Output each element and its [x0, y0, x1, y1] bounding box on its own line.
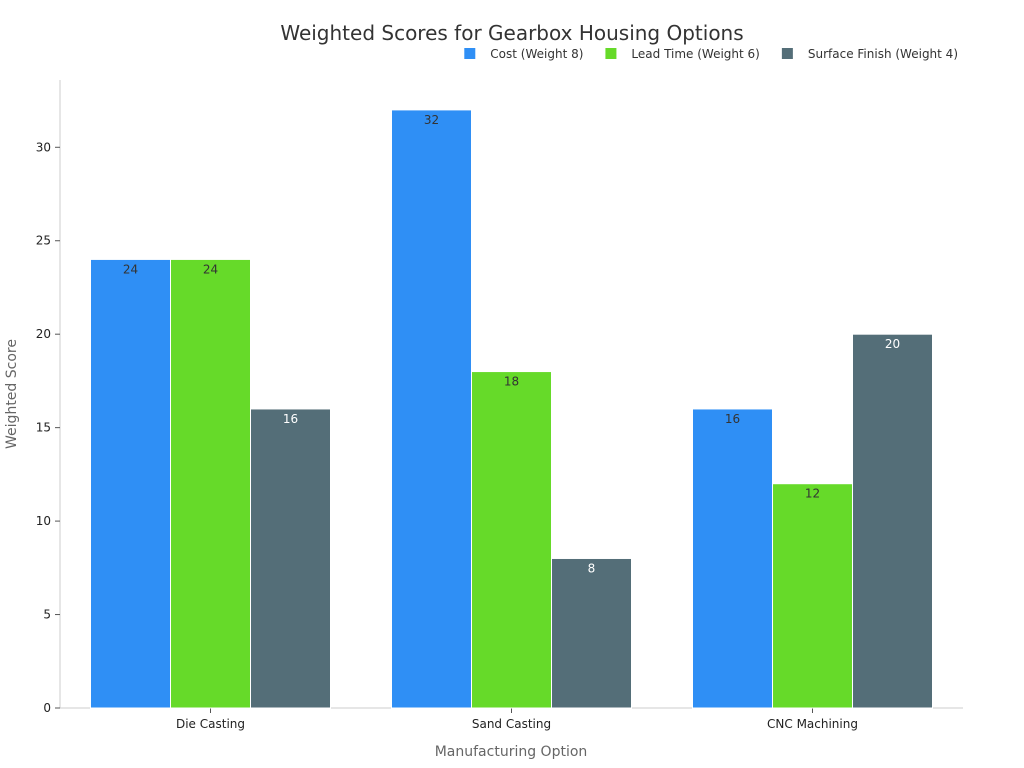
- bar: [692, 408, 773, 709]
- x-tick-label: Sand Casting: [472, 717, 551, 731]
- bar: [90, 258, 171, 709]
- bar-value-label: 18: [504, 375, 519, 389]
- legend-swatch: [781, 48, 793, 59]
- bar-value-label: 24: [203, 262, 218, 276]
- bar: [551, 557, 632, 709]
- legend: Cost (Weight 8) Lead Time (Weight 6) Surfa…: [464, 47, 958, 61]
- legend-item: Lead Time (Weight 6): [605, 47, 760, 61]
- bar-value-label: 8: [588, 561, 596, 575]
- y-tick-label: 10: [36, 514, 51, 528]
- bar-value-label: 16: [283, 412, 298, 426]
- x-axis: Die Casting Sand Casting CNC Machining: [60, 707, 963, 731]
- bar: [170, 258, 251, 709]
- x-tick-label: CNC Machining: [767, 717, 858, 731]
- y-tick-label: 0: [43, 701, 51, 715]
- x-tick-label: Die Casting: [176, 717, 245, 731]
- y-tick-label: 30: [36, 140, 51, 154]
- legend-swatch: [464, 48, 476, 59]
- legend-swatch: [605, 48, 617, 59]
- legend-label: Cost (Weight 8): [490, 47, 583, 61]
- legend-label: Surface Finish (Weight 4): [808, 47, 958, 61]
- bar-value-label: 24: [123, 262, 138, 276]
- y-axis-title: Weighted Score: [4, 339, 20, 449]
- chart-title: Weighted Scores for Gearbox Housing Opti…: [280, 21, 743, 45]
- bar-value-label: 12: [805, 487, 820, 501]
- y-tick-label: 5: [43, 608, 51, 622]
- legend-label: Lead Time (Weight 6): [631, 47, 759, 61]
- x-axis-title: Manufacturing Option: [435, 744, 588, 760]
- bar-value-label: 16: [725, 412, 740, 426]
- legend-item: Surface Finish (Weight 4): [781, 47, 958, 61]
- bar-value-label: 20: [885, 337, 900, 351]
- bar: [471, 371, 552, 709]
- y-tick-label: 15: [36, 421, 51, 435]
- bar: [852, 333, 933, 709]
- bars: [90, 109, 933, 709]
- bar: [391, 109, 472, 709]
- bar-value-label: 32: [424, 113, 439, 127]
- bar: [772, 483, 853, 709]
- bar: [250, 408, 331, 709]
- y-tick-label: 25: [36, 234, 51, 248]
- data-labels: 24 24 16 32 18 8 16 12 20: [123, 113, 900, 576]
- y-axis: 0 5 10 15 20 25 30: [36, 80, 61, 715]
- y-tick-label: 20: [36, 327, 51, 341]
- legend-item: Cost (Weight 8): [464, 47, 583, 61]
